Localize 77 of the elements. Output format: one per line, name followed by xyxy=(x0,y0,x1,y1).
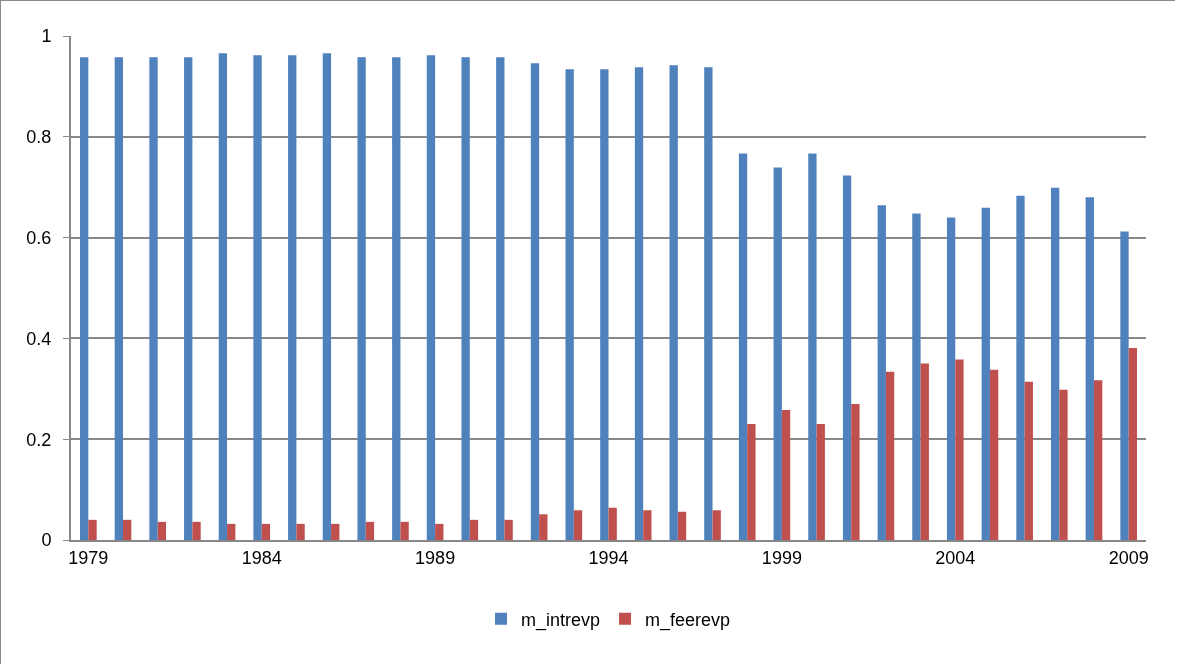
bar xyxy=(227,523,236,540)
x-tick-label: 1984 xyxy=(241,547,282,568)
bar xyxy=(781,409,791,540)
bar xyxy=(989,369,999,540)
bar xyxy=(184,57,193,540)
y-tick-label: 0.8 xyxy=(26,127,52,148)
x-tick-label: 1999 xyxy=(761,547,802,568)
bar xyxy=(712,510,721,540)
x-tick-label: 1979 xyxy=(68,547,109,568)
bar xyxy=(261,523,271,540)
bar xyxy=(1128,347,1137,540)
bar xyxy=(842,175,852,540)
bar xyxy=(981,207,990,540)
bar xyxy=(357,57,366,540)
legend-label: m_feerevp xyxy=(645,609,731,631)
bar xyxy=(573,510,583,540)
bar xyxy=(773,167,782,540)
bar xyxy=(80,57,89,540)
bar xyxy=(946,217,956,540)
legend-label: m_intrevp xyxy=(521,609,601,631)
bar xyxy=(677,511,687,540)
bar xyxy=(469,519,479,540)
bar xyxy=(123,519,132,540)
bar xyxy=(704,67,713,540)
bar xyxy=(912,213,921,540)
bar xyxy=(253,55,262,540)
bar xyxy=(747,424,756,540)
bar xyxy=(955,359,964,540)
y-tick-label: 0.2 xyxy=(26,429,52,450)
bar xyxy=(816,424,825,540)
bar xyxy=(288,55,297,540)
bar xyxy=(634,67,644,540)
bar xyxy=(192,521,201,540)
bar xyxy=(400,521,409,540)
bar xyxy=(1050,187,1060,540)
x-tick-label: 1994 xyxy=(588,547,629,568)
x-tick-label: 1989 xyxy=(415,547,456,568)
bar xyxy=(504,519,513,540)
bar xyxy=(496,57,505,540)
bar xyxy=(539,514,548,540)
bar xyxy=(1016,195,1025,540)
y-tick-label: 1 xyxy=(41,26,52,47)
x-tick-label: 2009 xyxy=(1108,547,1149,568)
bar xyxy=(426,55,436,540)
bar xyxy=(392,57,401,540)
bar xyxy=(218,53,228,540)
bar xyxy=(1085,197,1094,540)
x-tick-label: 2004 xyxy=(935,547,976,568)
bar xyxy=(435,523,444,540)
bar xyxy=(920,363,929,540)
bar xyxy=(331,523,340,540)
bar xyxy=(851,403,860,540)
bar xyxy=(1024,381,1033,540)
bar xyxy=(365,521,375,540)
bar xyxy=(322,53,332,540)
y-tick-label: 0.4 xyxy=(26,328,52,349)
bar xyxy=(877,205,886,540)
bar xyxy=(530,63,540,540)
y-tick-label: 0 xyxy=(41,530,52,551)
bar xyxy=(600,69,609,540)
bar xyxy=(669,65,678,540)
bar xyxy=(608,507,617,540)
bar xyxy=(885,371,895,540)
bar xyxy=(738,153,748,540)
bar xyxy=(157,521,167,540)
bar xyxy=(114,57,124,540)
y-tick-label: 0.6 xyxy=(26,227,52,248)
bar xyxy=(565,69,574,540)
bar xyxy=(1059,389,1068,540)
bar xyxy=(1120,231,1129,540)
bar xyxy=(88,519,97,540)
bar xyxy=(461,57,470,540)
bar xyxy=(1093,380,1103,540)
bar xyxy=(643,510,652,540)
bar xyxy=(149,57,158,540)
bar xyxy=(808,153,817,540)
bar xyxy=(296,523,305,540)
